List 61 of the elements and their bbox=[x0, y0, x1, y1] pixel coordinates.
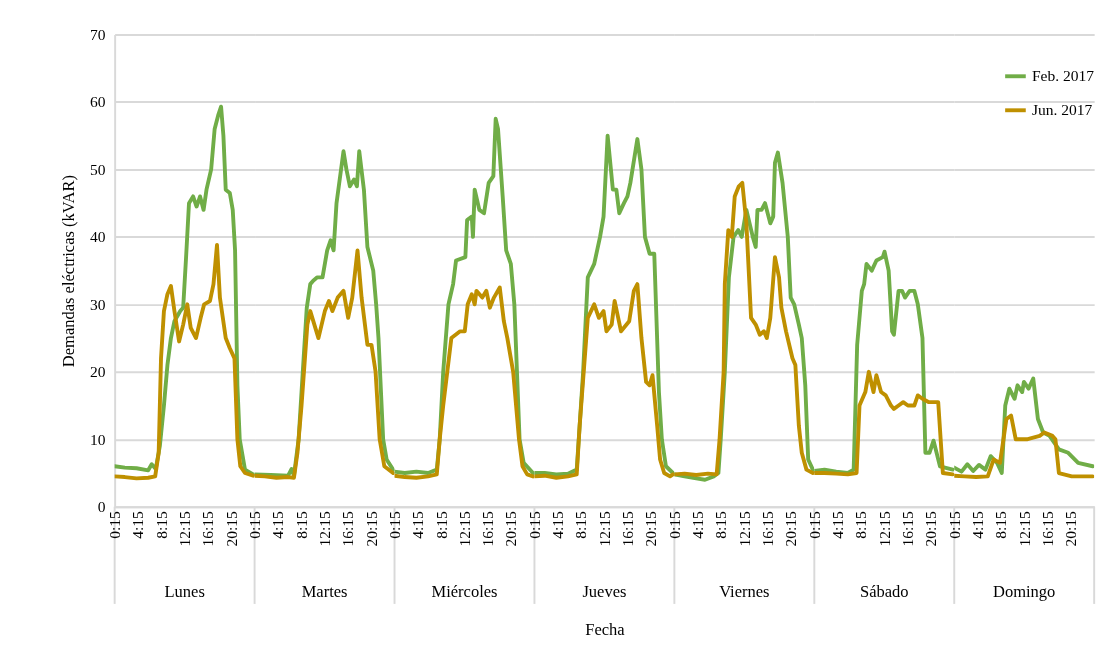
x-tick-label: 20:15 bbox=[502, 510, 520, 547]
y-tick-label: 40 bbox=[89, 228, 106, 246]
x-tick-label: 16:15 bbox=[199, 510, 217, 547]
text: Sábado bbox=[859, 582, 909, 602]
x-tick-label: 8:15 bbox=[152, 510, 170, 539]
y-tick-label: 70 bbox=[89, 25, 106, 43]
x-tick-label: 8:15 bbox=[712, 510, 730, 539]
x-tick-label: 8:15 bbox=[292, 510, 310, 539]
x-tick-label: 12:15 bbox=[315, 510, 333, 547]
x-tick-label: 12:15 bbox=[1015, 510, 1033, 547]
text: Viernes bbox=[719, 582, 770, 602]
x-tick-label: 8:15 bbox=[852, 510, 870, 539]
x-tick-label: 4:15 bbox=[549, 510, 567, 539]
x-tick-label: 8:15 bbox=[572, 510, 590, 539]
x-tick-label: 12:15 bbox=[735, 510, 753, 547]
y-tick-label: 10 bbox=[89, 430, 106, 448]
text: Lunes bbox=[164, 582, 205, 602]
x-tick-label: 20:15 bbox=[1062, 510, 1080, 547]
x-tick-label: 16:15 bbox=[898, 510, 916, 547]
x-tick-label: 20:15 bbox=[362, 510, 380, 547]
y-tick-label: 30 bbox=[89, 295, 106, 313]
x-tick-label: 0:15 bbox=[665, 510, 683, 539]
x-tick-label: 0:15 bbox=[245, 510, 263, 539]
text: Domingo bbox=[993, 582, 1056, 602]
x-tick-label: 4:15 bbox=[689, 510, 707, 539]
y-tick-label: 0 bbox=[97, 498, 106, 516]
x-axis-title: Fecha bbox=[585, 619, 626, 639]
x-tick-label: 0:15 bbox=[805, 510, 823, 539]
x-tick-label: 16:15 bbox=[1038, 510, 1056, 547]
x-tick-label: 12:15 bbox=[875, 510, 893, 547]
x-tick-label: 4:15 bbox=[968, 510, 986, 539]
x-tick-label: 8:15 bbox=[432, 510, 450, 539]
x-tick-label: 16:15 bbox=[619, 510, 637, 547]
x-tick-label: 0:15 bbox=[525, 510, 543, 539]
x-tick-label: 12:15 bbox=[175, 510, 193, 547]
x-tick-label: 12:15 bbox=[455, 510, 473, 547]
x-tick-label: 4:15 bbox=[129, 510, 147, 539]
x-tick-label: 4:15 bbox=[828, 510, 846, 539]
x-tick-label: 16:15 bbox=[339, 510, 357, 547]
x-tick-label: 8:15 bbox=[992, 510, 1010, 539]
x-tick-label: 16:15 bbox=[759, 510, 777, 547]
text: Martes bbox=[301, 582, 348, 602]
x-tick-label: 0:15 bbox=[385, 510, 403, 539]
legend-label: Feb. 2017 bbox=[1031, 67, 1095, 85]
x-tick-label: 20:15 bbox=[222, 510, 240, 547]
y-axis-title: Demandas eléctricas (kVAR) bbox=[59, 175, 79, 368]
y-tick-label: 60 bbox=[89, 93, 106, 111]
x-tick-label: 20:15 bbox=[642, 510, 660, 547]
text: Miércoles bbox=[431, 582, 498, 602]
x-tick-label: 12:15 bbox=[595, 510, 613, 547]
text: Jueves bbox=[582, 582, 627, 602]
y-tick-label: 20 bbox=[89, 363, 106, 381]
x-tick-label: 4:15 bbox=[269, 510, 287, 539]
legend-label: Jun. 2017 bbox=[1031, 101, 1093, 119]
x-tick-label: 4:15 bbox=[409, 510, 427, 539]
x-tick-label: 0:15 bbox=[945, 510, 963, 539]
y-tick-label: 50 bbox=[89, 160, 106, 178]
x-tick-label: 0:15 bbox=[106, 510, 124, 539]
x-tick-label: 16:15 bbox=[479, 510, 497, 547]
x-tick-label: 20:15 bbox=[922, 510, 940, 547]
x-tick-label: 20:15 bbox=[782, 510, 800, 547]
